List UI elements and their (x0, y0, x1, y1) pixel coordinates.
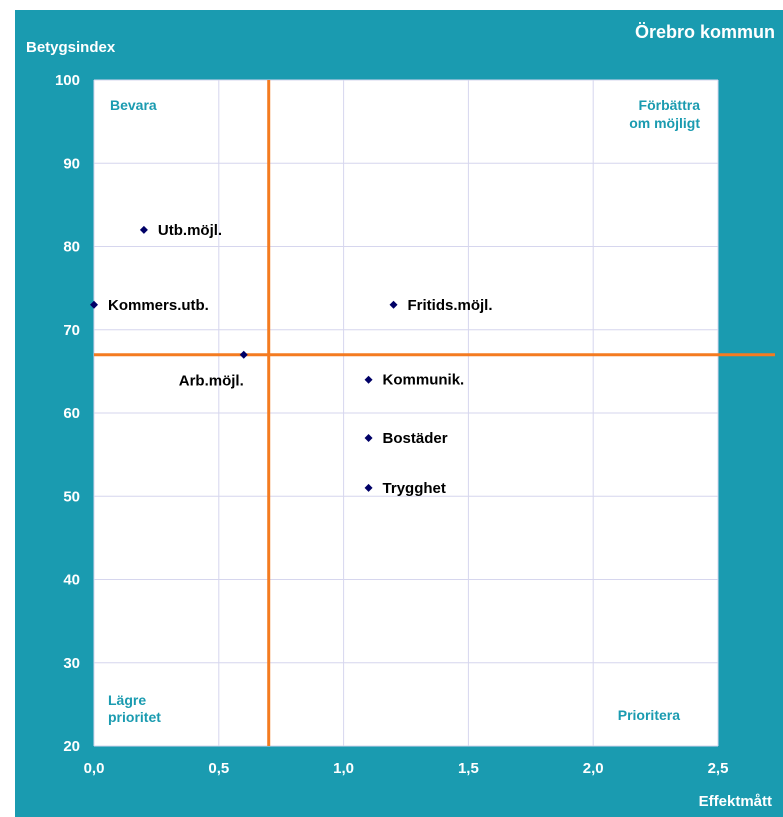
x-tick-label: 2,0 (583, 760, 604, 777)
quadrant-label-prioritet: prioritet (108, 709, 161, 725)
y-tick-label: 50 (63, 488, 80, 505)
x-axis-title: Effektmått (699, 793, 772, 810)
axis-ticks: 0,0 0,5 1,0 1,5 2,0 2,5 20 30 40 50 60 70 80 90 100 (55, 72, 728, 777)
y-tick-label: 90 (63, 155, 80, 172)
y-tick-label: 100 (55, 72, 80, 89)
x-tick-label: 2,5 (708, 760, 729, 777)
quadrant-label-lagre: Lägre (108, 692, 146, 708)
data-point-marker (364, 375, 373, 384)
y-tick-label: 70 (63, 322, 80, 339)
quadrant-label-forbattra: Förbättra (639, 97, 701, 113)
data-point-label: Bostäder (383, 430, 448, 447)
data-point-label: Fritids.möjl. (408, 297, 493, 314)
data-point-marker (139, 225, 148, 234)
grid-lines (93, 79, 719, 747)
data-point-marker (364, 433, 373, 442)
y-tick-label: 40 (63, 572, 80, 589)
data-point-marker (389, 300, 398, 309)
data-point-label: Utb.möjl. (158, 222, 222, 239)
y-tick-label: 30 (63, 655, 80, 672)
reference-lines (94, 80, 775, 746)
data-point-marker (90, 300, 98, 309)
x-tick-label: 1,0 (333, 760, 354, 777)
data-point-label: Arb.möjl. (179, 373, 244, 390)
x-tick-label: 1,5 (458, 760, 479, 777)
y-tick-label: 20 (63, 738, 80, 755)
data-point-label: Kommunik. (383, 372, 465, 389)
data-points: Utb.möjl. Kommers.utb. Fritids.möjl. Arb.mö… (90, 222, 493, 497)
quadrant-label-om-mojligt: om möjligt (629, 115, 700, 131)
quadrant-label-prioritera: Prioritera (618, 707, 680, 723)
y-axis-title: Betygsindex (26, 39, 116, 56)
x-tick-label: 0,0 (84, 760, 105, 777)
y-tick-label: 60 (63, 405, 80, 422)
data-point-label: Kommers.utb. (108, 297, 209, 314)
data-point-marker (239, 350, 248, 359)
y-tick-label: 80 (63, 239, 80, 256)
data-point-marker (364, 483, 373, 492)
quadrant-label-bevara: Bevara (110, 97, 157, 113)
x-tick-label: 0,5 (208, 760, 229, 777)
chart-title: Örebro kommun (635, 22, 775, 42)
data-point-label: Trygghet (383, 480, 446, 497)
